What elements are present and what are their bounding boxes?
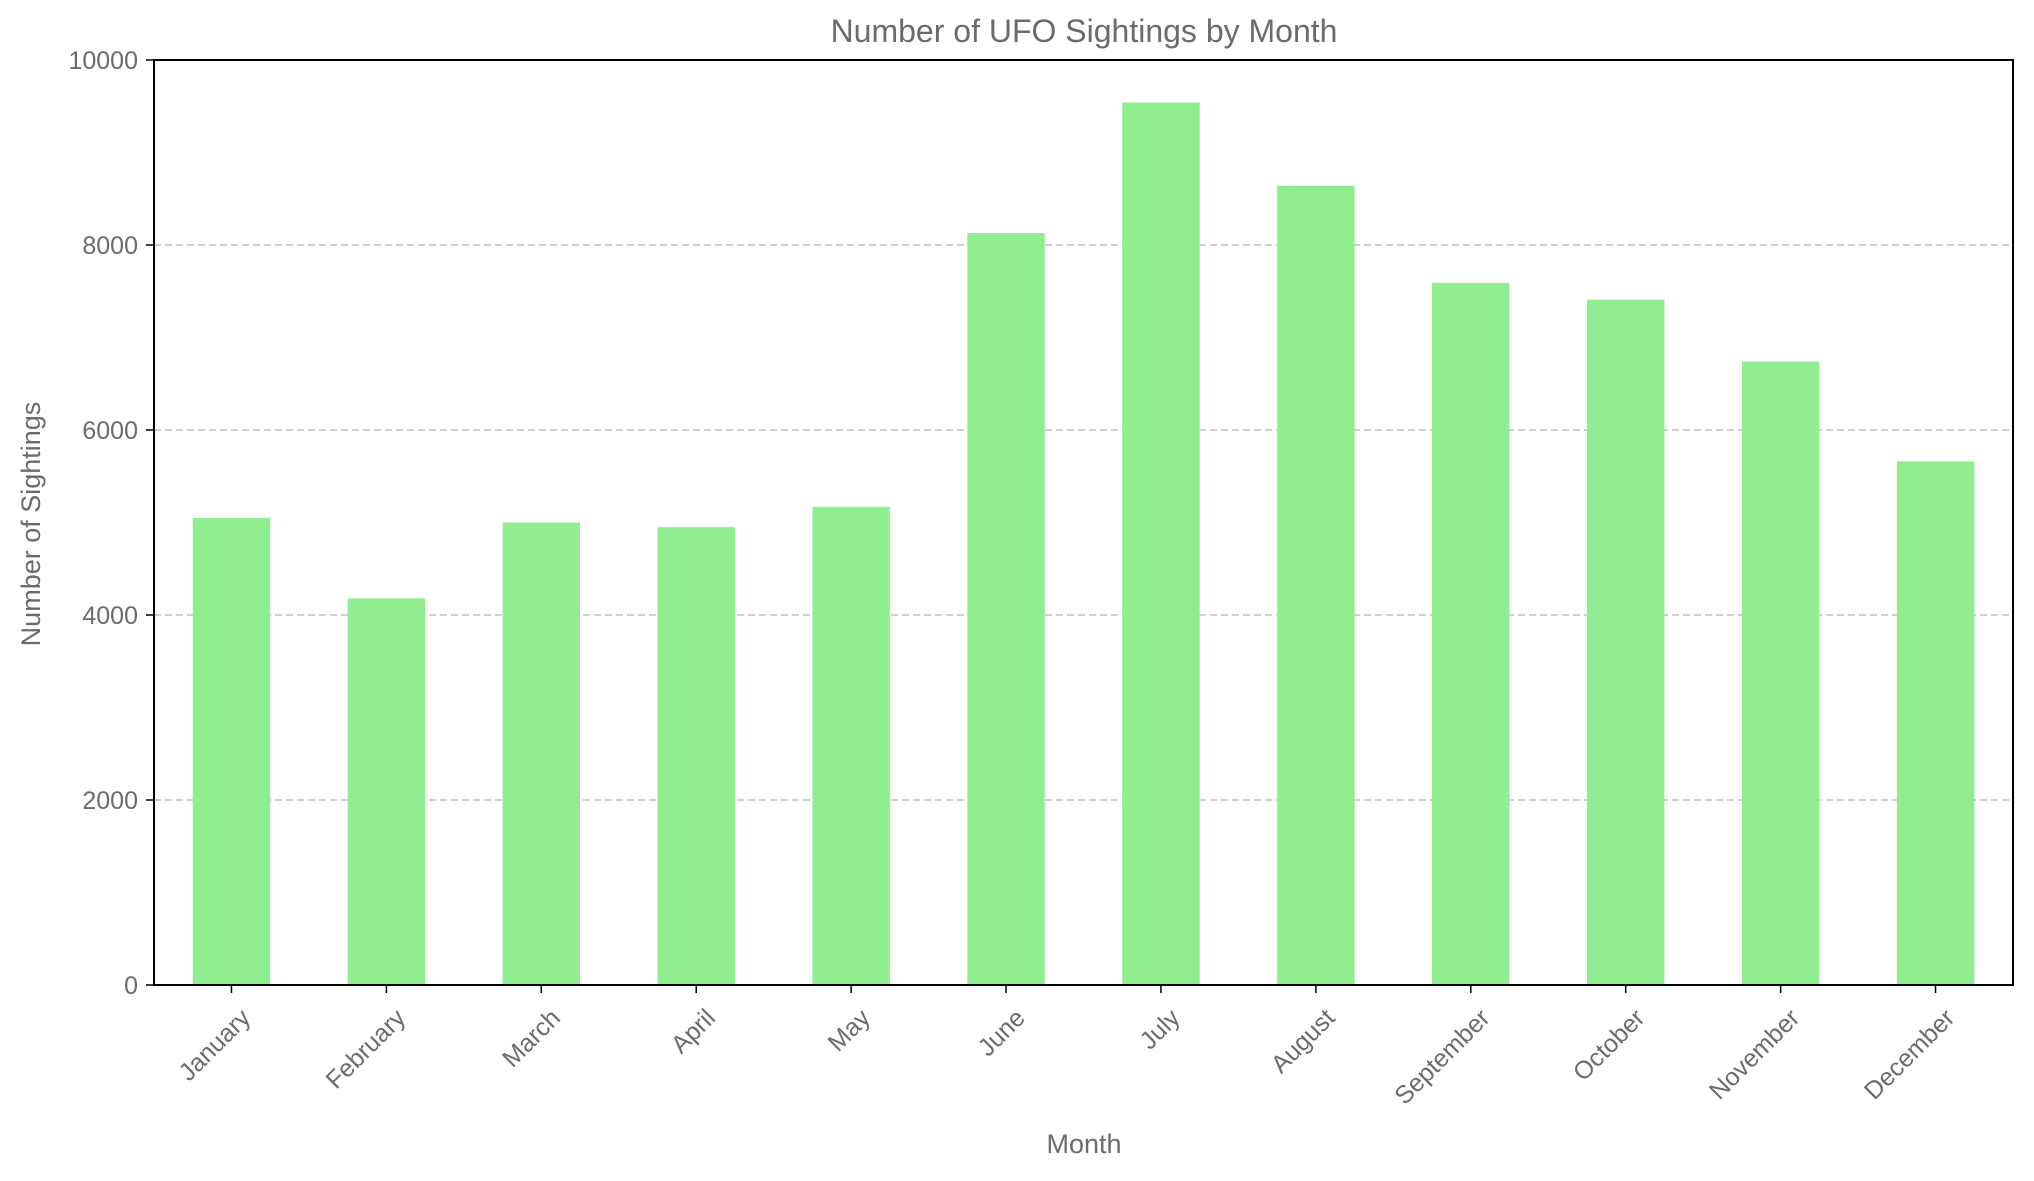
- bar-july: [1122, 102, 1200, 986]
- y-axis-label: Number of Sightings: [16, 402, 46, 647]
- bar-october: [1586, 299, 1665, 985]
- bar-september: [1432, 282, 1510, 985]
- y-tick-label: 2000: [82, 787, 138, 815]
- y-tick-label: 6000: [82, 417, 138, 445]
- bar-december: [1896, 461, 1975, 985]
- bar-february: [347, 598, 426, 985]
- y-axis-ticks: 0 2000 4000 6000 8000 10000: [68, 47, 154, 1000]
- y-tick-label: 8000: [82, 232, 138, 260]
- bar-august: [1277, 185, 1355, 986]
- plot-frame: [153, 59, 2014, 986]
- bar-march: [502, 522, 581, 985]
- bar-november: [1741, 361, 1820, 985]
- y-tick-label: 10000: [68, 47, 138, 75]
- y-tick-label: 4000: [82, 602, 138, 630]
- y-tick-label: 0: [124, 972, 138, 1000]
- chart-title: Number of UFO Sightings by Month: [831, 13, 1338, 49]
- bar-april: [657, 527, 735, 985]
- x-axis-label: Month: [1046, 1129, 1121, 1159]
- bar-june: [967, 232, 1045, 986]
- bar-january: [192, 517, 271, 985]
- bars: [192, 102, 1975, 986]
- bar-may: [812, 506, 890, 985]
